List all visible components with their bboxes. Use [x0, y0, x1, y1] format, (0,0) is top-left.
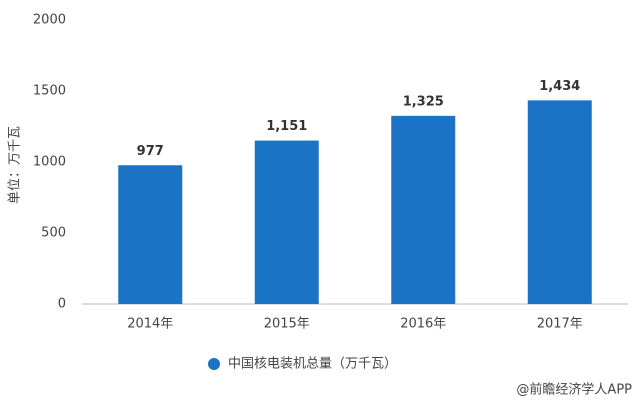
y-tick-label: 1500 — [33, 84, 66, 99]
y-tick-label: 2000 — [33, 13, 66, 28]
source: @前瞻经济学人APP — [516, 382, 632, 398]
value-label: 977 — [137, 144, 164, 159]
x-tick-label: 2015年 — [264, 317, 310, 332]
bar — [254, 140, 319, 304]
x-tick-label: 2014年 — [127, 317, 173, 332]
value-label: 1,434 — [539, 79, 580, 94]
y-tick-label: 0 — [58, 297, 66, 312]
y-tick-label: 1000 — [33, 155, 66, 170]
x-tick-label: 2016年 — [400, 317, 446, 332]
y-axis-label: 单位：万千瓦 — [8, 126, 23, 204]
bar — [118, 165, 183, 304]
value-label: 1,151 — [266, 119, 307, 134]
bar — [391, 115, 456, 304]
y-tick-label: 500 — [41, 226, 66, 241]
legend-label: 中国核电装机总量（万千瓦） — [228, 357, 397, 372]
legend-marker — [208, 358, 220, 370]
bar — [527, 100, 592, 304]
value-label: 1,325 — [403, 94, 444, 109]
x-tick-label: 2017年 — [537, 317, 583, 332]
